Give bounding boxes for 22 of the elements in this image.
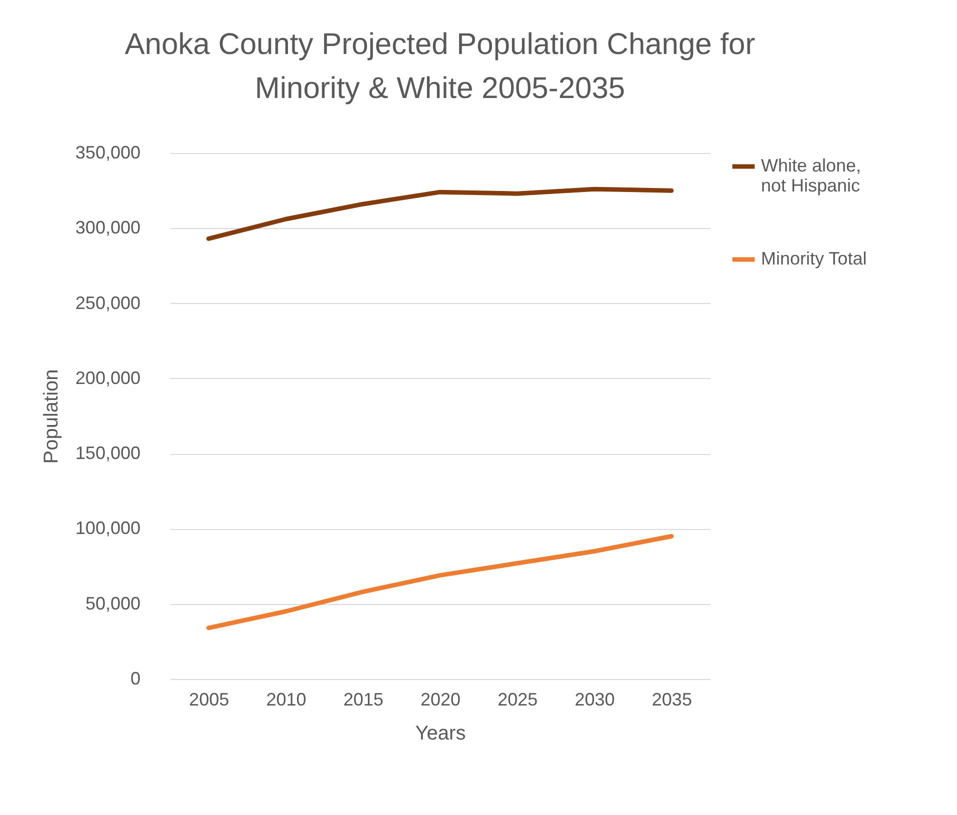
y-tick-label: 50,000: [85, 593, 140, 614]
y-tick-label: 250,000: [75, 292, 140, 313]
x-tick-label: 2035: [652, 690, 692, 710]
y-tick-label: 350,000: [75, 142, 140, 162]
x-tick-label: 2020: [420, 690, 461, 710]
x-tick-label: 2010: [266, 690, 306, 710]
legend-label: Minority Total: [761, 248, 867, 268]
y-tick-label: 100,000: [75, 518, 140, 538]
x-axis-title: Years: [415, 722, 466, 744]
y-tick-label: 300,000: [75, 218, 140, 238]
line-series: [206, 534, 674, 630]
y-tick-label: 0: [130, 668, 140, 688]
chart-title: Anoka County Projected Population Change for Minority & White 2005-2035: [124, 28, 756, 105]
line-series: [206, 186, 674, 241]
y-axis-title: Population: [40, 369, 62, 464]
x-tick-label: 2025: [498, 690, 538, 710]
legend-label: White alone, not Hispanic: [761, 156, 862, 196]
y-tick-label: 200,000: [75, 368, 140, 388]
x-tick-label: 2030: [574, 690, 615, 710]
y-tick-label: 150,000: [75, 443, 140, 464]
x-tick-label: 2015: [343, 690, 384, 710]
x-tick-label: 2005: [189, 690, 230, 710]
